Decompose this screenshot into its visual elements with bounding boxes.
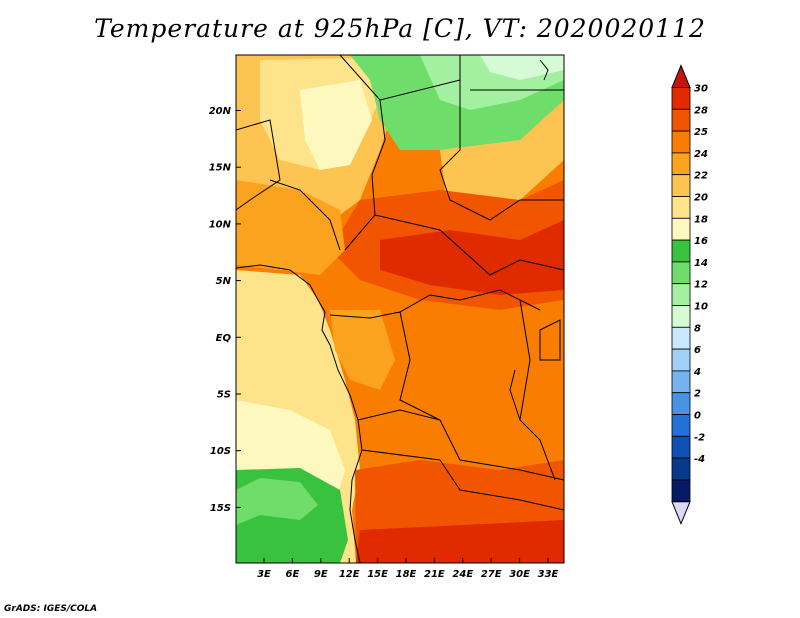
colorbar-top-arrow [671,64,691,88]
colorbar-label: 20 [694,193,708,204]
colorbar-swatch [671,370,691,394]
grads-credit: GrADS: IGES/COLA [4,604,98,614]
lat-tick-label: 5N [216,276,232,287]
lon-tick-label: 18E [396,569,417,580]
colorbar-label: 12 [694,280,708,291]
sudan-warm-zone [440,100,564,210]
country-borders [236,55,564,563]
latitude-axis: 20N 15N 10N 5N EQ 5S 10S 15S [209,106,241,514]
colorbar-swatch [671,414,691,437]
colorbar-swatch [671,239,691,263]
colorbar-swatch [671,283,691,306]
lon-tick-label: 12E [339,569,360,580]
lon-tick-label: 24E [452,569,473,580]
lon-tick-label: 6E [286,569,300,580]
colorbar-label: 24 [694,149,708,160]
lat-tick-label: 5S [217,390,231,401]
colorbar-swatch [671,479,691,503]
central-hottest-zone [380,220,564,295]
border-nigeria [269,179,341,251]
south-atlantic-light-green [236,478,318,525]
border-angola-north [357,409,441,421]
colorbar-swatch [671,261,691,285]
red-sea-coast [539,59,549,81]
colorbar-label: 8 [694,323,701,334]
colorbar-swatch [671,87,691,110]
border-niger-chad [339,55,386,251]
border-libya-sudan [379,79,564,221]
colorbar-label: 6 [694,345,701,356]
colorbar-label: 4 [693,367,701,378]
lon-tick-label: 21E [424,569,445,580]
colorbar-label: 22 [694,171,708,182]
colorbar-label: 16 [694,236,708,247]
colorbar-swatch [671,392,691,415]
gabon-zone [330,310,395,390]
colorbar-label: 14 [694,258,708,269]
longitude-axis: 3E 6E 9E 12E 15E 18E 21E 24E 27E 30E 33E [257,558,559,580]
colorbar-label: 25 [694,127,708,138]
lon-tick-label: 9E [314,569,328,580]
colorbar-swatch [671,348,691,372]
sahara-palest-zone [300,80,372,170]
colorbar-swatch [671,196,691,219]
colorbar-swatch [671,217,691,241]
lat-tick-label: 10S [210,446,231,457]
colorbar-swatch [671,435,691,459]
map-title: Temperature at 925hPa [C], VT: 202002011… [94,14,706,43]
border-congo-north [329,289,541,319]
colorbar-swatch [671,130,691,154]
congo-basin-zone [350,300,564,450]
colorbar-swatch [671,108,691,132]
northeast-palest-zone [480,55,564,80]
colorbar-label: 0 [694,411,701,422]
west-africa-zone [236,180,345,275]
lat-tick-label: 15N [209,163,232,174]
lat-tick-label: 20N [209,106,232,117]
temperature-field [236,55,564,563]
colorbar-bottom-arrow [671,501,691,526]
colorbar-label: -2 [694,432,705,443]
lat-tick-label: 15S [210,503,231,514]
map-frame [235,54,565,564]
colorbar-label: 10 [694,302,708,313]
lake-victoria [539,319,561,361]
border-angola-zambia [361,449,564,511]
lon-tick-label: 15E [367,569,388,580]
lat-tick-label: 10N [209,219,232,230]
lon-tick-label: 30E [509,569,530,580]
lon-tick-label: 33E [538,569,559,580]
colorbar-label: 30 [694,84,708,95]
colorbar-label: 2 [694,389,701,400]
border-mali [236,119,281,211]
border-car-sudan [374,214,564,276]
lat-tick-label: EQ [216,333,232,344]
colorbar-label: -4 [694,454,705,465]
colorbar-swatch [671,326,691,350]
west-coastline [236,264,363,563]
colorbar-swatch [671,305,691,328]
lon-tick-label: 3E [257,569,271,580]
colorbar-swatch [671,174,691,197]
southern-hottest-zone [356,520,564,563]
colorbar-swatch [671,457,691,481]
lake-tanganyika [509,369,521,421]
colorbar-label: 18 [694,214,708,225]
lon-tick-label: 27E [481,569,502,580]
colorbar-swatch [671,152,691,176]
colorbar-label: 28 [694,105,708,116]
